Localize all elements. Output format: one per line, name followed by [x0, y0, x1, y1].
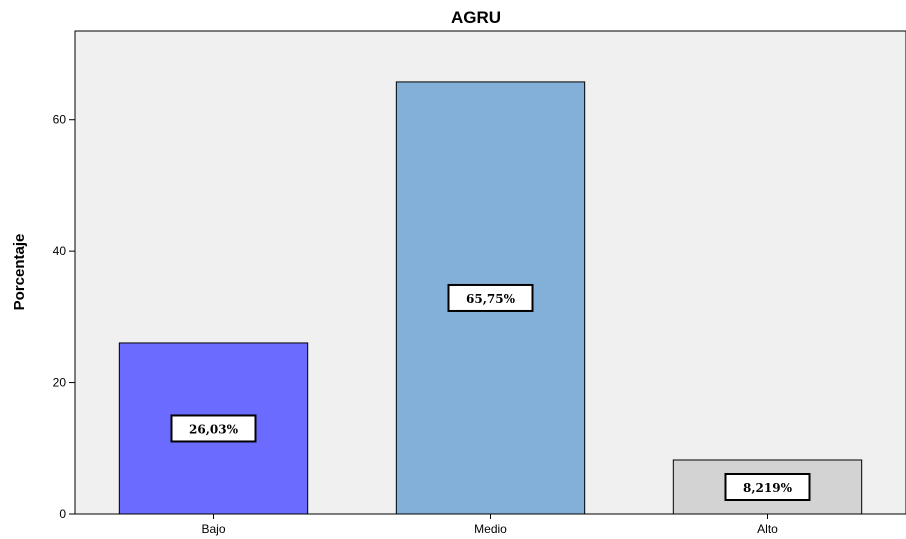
y-axis-label: Porcentaje	[11, 234, 28, 311]
y-tick-label: 60	[53, 113, 67, 127]
data-label-box	[170, 414, 257, 443]
x-tick-label: Medio	[474, 522, 507, 536]
x-tick-label: Alto	[757, 522, 778, 536]
y-axis: 0 20 40 60	[53, 113, 75, 521]
y-tick-label: 0	[59, 507, 66, 521]
bars-layer: 26,03% 65,75% 8,219%	[118, 81, 863, 515]
y-tick-label: 20	[53, 376, 67, 390]
x-axis: Bajo Medio Alto	[201, 514, 778, 536]
data-label: 8,219%	[743, 481, 793, 495]
data-label-box	[724, 472, 811, 501]
y-tick-label: 40	[53, 244, 67, 258]
data-label-box	[447, 283, 534, 312]
data-label: 65,75%	[466, 292, 516, 306]
x-tick-label: Bajo	[201, 522, 225, 536]
chart-title: AGRU	[451, 8, 501, 27]
data-label: 26,03%	[189, 422, 239, 436]
